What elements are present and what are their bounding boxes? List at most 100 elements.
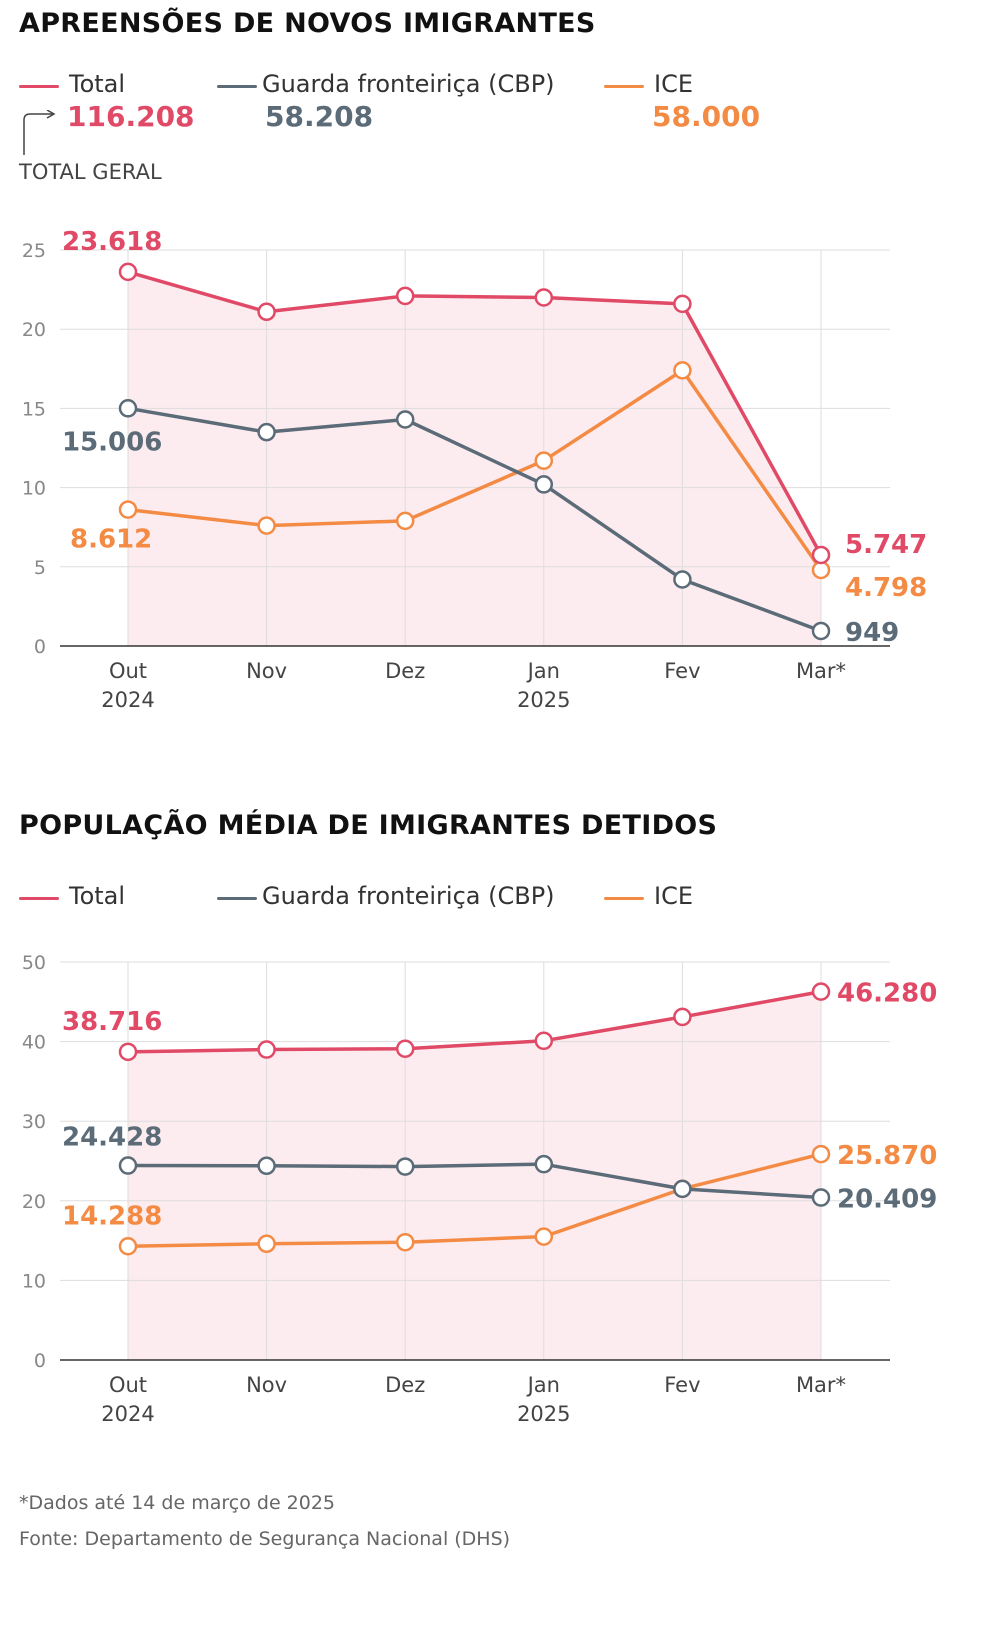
data-label-total: 38.716 — [62, 1007, 162, 1037]
data-point-total — [118, 1042, 138, 1062]
data-point-total — [395, 1039, 415, 1059]
x-tick-label: Jan — [526, 659, 560, 683]
data-point-total — [811, 545, 831, 565]
data-point-total — [673, 294, 692, 314]
legend-cbp-value: 58.208 — [265, 100, 374, 133]
data-point-ice — [534, 451, 554, 470]
data-point-total — [534, 1031, 554, 1051]
data-point-ice — [118, 1237, 138, 1256]
data-label-ice: 4.798 — [845, 573, 927, 603]
data-point-ice — [257, 1234, 276, 1254]
y-tick-label: 20 — [22, 319, 46, 341]
x-tick-label: Nov — [246, 659, 287, 683]
data-point-ice — [395, 1232, 415, 1252]
legend-line-ice — [604, 897, 644, 900]
y-tick-label: 40 — [22, 1032, 46, 1054]
legend-label-total: Total — [69, 70, 126, 98]
x-tick-label: Dez — [385, 1373, 425, 1397]
y-tick-label: 30 — [22, 1111, 46, 1133]
data-point-total — [673, 1007, 692, 1027]
data-point-cbp — [673, 1179, 692, 1199]
legend-line-total — [19, 85, 59, 88]
chart1-legend: Total 116.208 Guarda fronteiriça (CBP) 5… — [19, 70, 939, 160]
x-tick-label: Mar* — [796, 659, 846, 683]
x-tick-label: Out — [109, 1373, 147, 1397]
legend-ice-value: 58.000 — [652, 100, 761, 133]
data-point-cbp — [534, 475, 554, 494]
x-tick-label: Dez — [385, 659, 425, 683]
legend-label-cbp: Guarda fronteiriça (CBP) — [262, 882, 555, 910]
data-point-cbp — [257, 1156, 276, 1176]
x-tick-label: Mar* — [796, 1373, 846, 1397]
data-label-cbp: 949 — [845, 618, 899, 648]
x-tick-label: Fev — [664, 1373, 700, 1397]
chart2-plot: 0 10 20 30 40 50 Out 2024 Nov Dez Jan 2025 Fev Mar* 14… — [22, 952, 938, 1426]
x-tick-label: Fev — [664, 659, 700, 683]
data-point-cbp — [811, 1188, 831, 1207]
y-tick-label: 5 — [34, 557, 46, 579]
data-point-cbp — [257, 422, 276, 442]
legend-label-cbp: Guarda fronteiriça (CBP) — [262, 70, 555, 98]
data-point-total — [811, 982, 831, 1001]
legend-line-ice — [604, 85, 644, 88]
series-line-cbp — [127, 1162, 822, 1200]
data-point-ice — [673, 361, 692, 380]
series-line-ice — [127, 368, 823, 571]
data-point-cbp — [811, 621, 831, 641]
total-note-arrow-icon — [23, 110, 56, 155]
source-note: Fonte: Departamento de Segurança Naciona… — [19, 1528, 511, 1550]
x-tick-label: Jan — [526, 1373, 560, 1397]
y-tick-label: 10 — [22, 1270, 46, 1292]
legend-line-cbp — [217, 85, 257, 88]
data-point-cbp — [395, 1157, 415, 1176]
x-tick-label: 2025 — [517, 1402, 570, 1426]
x-tick-label: 2024 — [101, 1402, 154, 1426]
data-point-total — [534, 288, 554, 307]
data-label-ice: 8.612 — [70, 525, 152, 555]
chart2-title: POPULAÇÃO MÉDIA DE IMIGRANTES DETIDOS — [19, 810, 718, 841]
y-tick-label: 25 — [22, 240, 46, 262]
total-note: TOTAL GERAL — [19, 160, 162, 184]
series-line-total — [127, 270, 823, 556]
legend-line-cbp — [217, 897, 257, 900]
data-point-cbp — [395, 410, 415, 429]
data-point-cbp — [118, 399, 138, 418]
data-point-ice — [811, 1144, 831, 1164]
data-point-ice — [118, 500, 138, 519]
legend-label-ice: ICE — [654, 70, 693, 98]
data-label-cbp: 20.409 — [837, 1185, 937, 1215]
series-line-total — [127, 989, 822, 1054]
data-point-ice — [257, 516, 276, 535]
data-label-total: 46.280 — [837, 979, 937, 1009]
x-tick-label: Nov — [246, 1373, 287, 1397]
series-line-cbp — [127, 406, 822, 633]
legend-line-total — [19, 897, 59, 900]
data-point-total — [257, 302, 276, 322]
y-tick-label: 10 — [22, 478, 46, 500]
y-tick-label: 0 — [34, 1350, 46, 1372]
total-area-fill — [128, 271, 821, 646]
data-label-ice: 14.288 — [62, 1201, 162, 1231]
data-label-ice: 25.870 — [837, 1141, 937, 1171]
data-point-total — [118, 262, 138, 282]
data-point-ice — [395, 511, 415, 531]
data-point-cbp — [118, 1156, 138, 1175]
data-point-cbp — [534, 1154, 554, 1174]
data-label-cbp: 15.006 — [62, 427, 162, 457]
y-tick-label: 0 — [34, 636, 46, 658]
data-point-total — [257, 1040, 276, 1059]
data-point-ice — [534, 1227, 554, 1246]
chart2-legend: Total Guarda fronteiriça (CBP) ICE — [19, 882, 939, 972]
data-label-total: 23.618 — [62, 227, 162, 257]
y-tick-label: 50 — [22, 952, 46, 974]
y-tick-label: 15 — [22, 398, 46, 420]
series-line-ice — [127, 1152, 822, 1249]
x-tick-label: 2024 — [101, 688, 154, 712]
legend-total-value: 116.208 — [67, 100, 195, 133]
y-tick-label: 20 — [22, 1191, 46, 1213]
data-label-cbp: 24.428 — [62, 1123, 162, 1153]
footnote: *Dados até 14 de março de 2025 — [19, 1492, 336, 1514]
data-label-total: 5.747 — [845, 530, 927, 560]
legend-label-ice: ICE — [654, 882, 693, 910]
